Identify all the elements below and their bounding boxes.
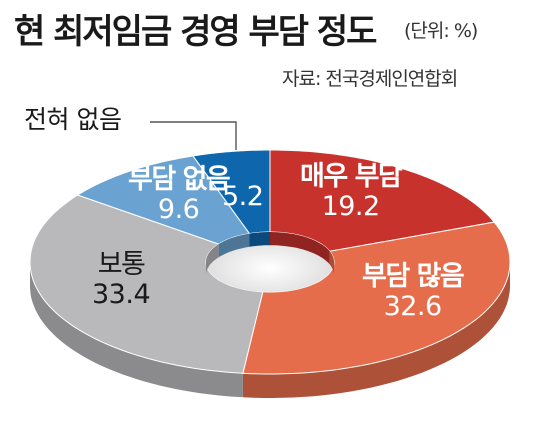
label-very-high: 매우 부담 19.2 <box>300 161 403 223</box>
label-normal: 보통 33.4 <box>92 249 151 311</box>
chart-title: 현 최저임금 경영 부담 정도 <box>14 12 377 52</box>
leader-line <box>150 121 237 150</box>
slice-none <box>76 155 251 245</box>
slice-normal-side <box>30 262 243 398</box>
label-none-value: 9.6 <box>157 194 200 226</box>
label-very-high-value: 19.2 <box>321 191 381 223</box>
label-not-at-all-value: 5.2 <box>222 181 264 212</box>
slice-high-side <box>242 262 510 398</box>
slice-not-at-all-inner-wall <box>249 232 270 247</box>
label-not-at-all-value-box: 5.2 <box>222 181 264 212</box>
label-very-high-name: 매우 부담 <box>300 161 403 192</box>
slice-normal-inner-wall <box>206 244 219 276</box>
label-none-name: 부담 없음 <box>128 164 231 195</box>
label-high: 부담 많음 32.6 <box>362 261 465 323</box>
label-none: 부담 없음 9.6 <box>128 164 231 226</box>
label-high-value: 32.6 <box>383 291 443 323</box>
slice-high-inner-wall <box>329 251 334 276</box>
label-high-name: 부담 많음 <box>362 261 465 292</box>
source-label: 자료: 전국경제인연합회 <box>282 68 458 90</box>
label-not-at-all-name: 전혀 없음 <box>24 105 122 134</box>
slice-very-high <box>269 149 496 252</box>
slice-very-high-inner-wall <box>270 232 330 265</box>
label-normal-name: 보통 <box>97 249 146 280</box>
unit-label: (단위: %) <box>404 20 478 42</box>
label-normal-value: 33.4 <box>92 279 151 311</box>
slice-none-inner-wall <box>218 233 250 258</box>
label-not-at-all: 전혀 없음 <box>24 105 122 134</box>
